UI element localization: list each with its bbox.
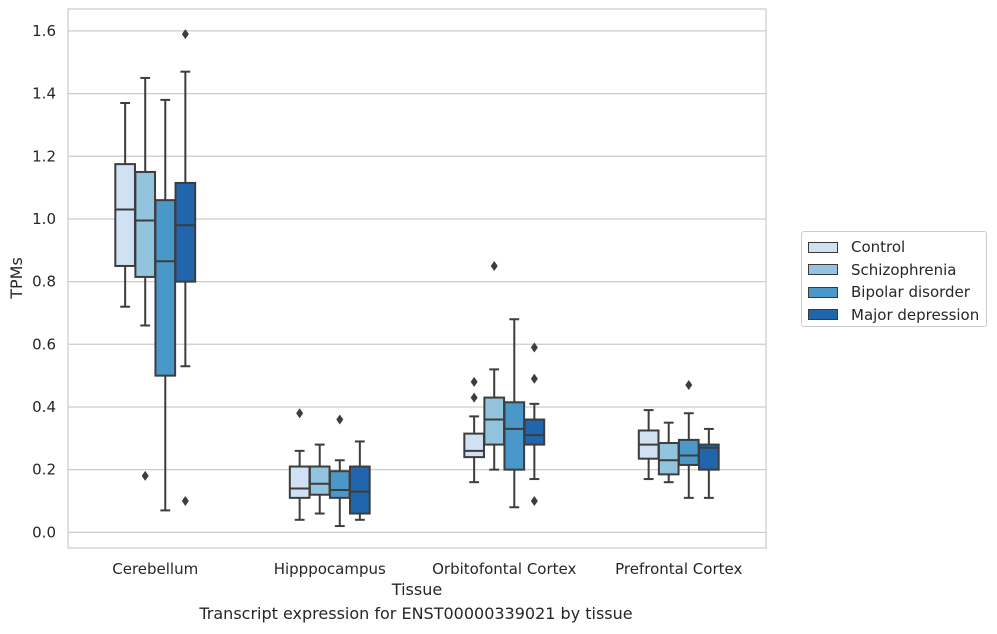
box [483,396,506,446]
y-tick-label: 1.0 [32,210,56,228]
box [328,470,351,499]
plot-frame [67,8,767,549]
box-group [308,443,331,515]
box-group [114,102,136,308]
outlier-point [530,373,538,384]
outlier-point [530,495,538,506]
outlier-point [470,392,478,403]
outlier-point [470,376,478,387]
box [503,401,526,471]
legend: Control Schizophrenia Bipolar disorder M… [801,231,987,327]
box-group [523,342,546,506]
outlier-point [181,495,189,506]
y-tick-label: 0.0 [32,523,56,541]
x-tick-label: Prefrontal Cortex [615,560,742,578]
outlier-point [530,342,538,353]
legend-swatch-bipolar-disorder [808,286,838,298]
box [698,443,720,471]
box-group [503,318,526,509]
box [154,199,177,377]
box-group [154,98,177,512]
box [523,418,546,446]
legend-item-control: Control [808,236,986,259]
box [657,442,680,476]
box [349,465,371,515]
y-tick-label: 1.2 [32,147,56,165]
box [114,163,136,267]
legend-item-schizophrenia: Schizophrenia [808,259,986,282]
legend-swatch-schizophrenia [808,264,838,276]
x-tick-label: Cerebellum [112,560,198,578]
outlier-point [685,380,693,391]
legend-label-bipolar-disorder: Bipolar disorder [851,283,970,302]
outlier-point [490,260,498,271]
box-group [483,260,506,471]
box-group [134,76,157,481]
x-tick-label: Orbitofontal Cortex [432,560,576,578]
legend-swatch-major-depression [808,309,838,321]
tick-labels: 0.0 0.2 0.4 0.6 0.8 1.0 1.2 1.4 1.6 Cerebellum Hip… [32,22,742,578]
box-group [463,376,485,484]
y-tick-label: 0.4 [32,398,56,416]
figure-caption: Transcript expression for ENST0000033902… [199,604,633,623]
boxes [114,29,720,528]
x-tick-label: Hipppocampus [274,560,386,578]
outlier-point [296,408,304,419]
legend-label-major-depression: Major depression [851,305,980,324]
box-group [677,380,700,499]
y-axis-title: TPMs [7,257,26,300]
y-tick-label: 0.2 [32,461,56,479]
y-tick-label: 1.4 [32,85,56,103]
legend-swatch-control [808,241,838,253]
legend-label-schizophrenia: Schizophrenia [851,260,957,279]
legend-item-major-depression: Major depression [808,304,986,327]
box-group [328,414,351,528]
y-tick-label: 0.8 [32,273,56,291]
outlier-point [141,470,149,481]
box [677,438,700,466]
outlier-point [181,29,189,40]
x-axis-title: Tissue [391,580,442,599]
box-group [349,440,371,521]
box [288,465,311,499]
legend-label-control: Control [851,238,906,257]
box-group [637,409,660,481]
y-tick-label: 1.6 [32,22,56,40]
box-group [174,29,197,506]
box-group [698,427,720,499]
outlier-point [336,414,344,425]
box-group [657,421,680,484]
box [308,465,331,496]
box [174,181,197,283]
box [463,432,485,459]
y-tick-label: 0.6 [32,335,56,353]
box [134,170,157,278]
box-group [288,408,311,521]
legend-item-bipolar-disorder: Bipolar disorder [808,281,986,304]
